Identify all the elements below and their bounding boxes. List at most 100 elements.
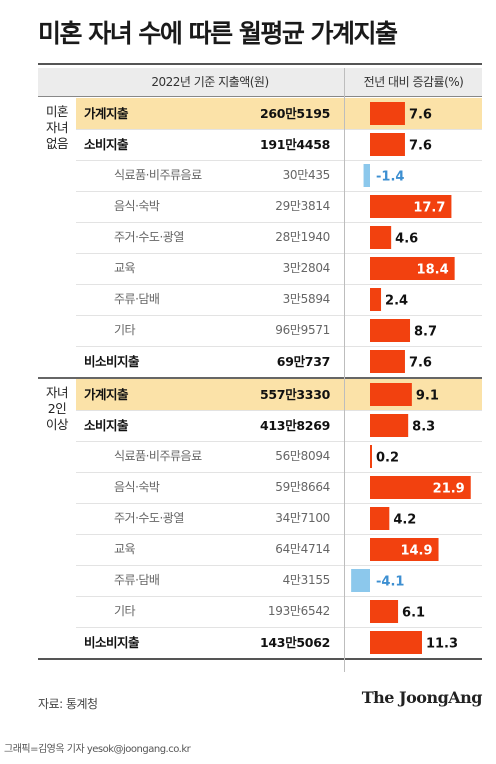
category-label: 주류·담배 bbox=[114, 573, 160, 587]
change-value-label: 6.1 bbox=[402, 606, 425, 621]
amount-value: 28만1940 bbox=[275, 230, 330, 244]
category-label: 교육 bbox=[114, 261, 136, 275]
category-label: 주거·수도·광열 bbox=[114, 511, 184, 525]
change-value-label: 8.3 bbox=[412, 420, 435, 435]
change-value-label: 18.4 bbox=[417, 263, 449, 278]
row-divider bbox=[76, 410, 482, 411]
change-value-label: 4.2 bbox=[393, 513, 416, 528]
change-value-label: 11.3 bbox=[426, 637, 458, 652]
change-bar bbox=[370, 133, 405, 156]
row-highlight bbox=[345, 98, 482, 129]
change-value-label: 2.4 bbox=[385, 294, 408, 309]
change-bar bbox=[370, 414, 409, 437]
table-row: 소비지출 191만4458 bbox=[76, 129, 344, 160]
category-label: 가계지출 bbox=[84, 106, 129, 121]
row-divider bbox=[76, 253, 482, 254]
page-title: 미혼 자녀 수에 따른 월평균 가계지출 bbox=[38, 19, 398, 48]
change-bar bbox=[370, 257, 455, 280]
table-row: 기타 96만9571 bbox=[76, 315, 344, 346]
category-label: 기타 bbox=[114, 323, 136, 337]
change-value-label: 14.9 bbox=[400, 544, 432, 559]
source-note: 자료: 통계청 bbox=[38, 697, 98, 711]
row-divider bbox=[76, 503, 482, 504]
amount-value: 260만5195 bbox=[260, 106, 330, 121]
change-bar bbox=[370, 383, 412, 406]
row-divider bbox=[76, 346, 482, 347]
change-bar bbox=[370, 319, 411, 342]
amount-value: 30만435 bbox=[282, 168, 331, 182]
change-value-label: 7.6 bbox=[409, 356, 432, 371]
group-label: 미혼 자녀 없음 bbox=[45, 104, 69, 151]
top-rule bbox=[38, 63, 482, 65]
change-value-label: 7.6 bbox=[409, 108, 432, 123]
amount-value: 56만8094 bbox=[275, 449, 330, 463]
category-label: 비소비지출 bbox=[84, 354, 140, 369]
change-column-header: 전년 대비 증감률(%) bbox=[345, 68, 482, 96]
amount-value: 64만4714 bbox=[275, 542, 330, 556]
table-row: 주류·담배 3만5894 bbox=[76, 284, 344, 315]
category-label: 주류·담배 bbox=[114, 292, 160, 306]
row-divider bbox=[76, 441, 482, 442]
row-divider bbox=[76, 160, 482, 161]
change-value-label: 0.2 bbox=[376, 451, 399, 466]
row-divider bbox=[76, 222, 482, 223]
row-divider bbox=[76, 315, 482, 316]
publisher-logo: The JoongAng bbox=[361, 688, 483, 707]
category-label: 식료품·비주류음료 bbox=[114, 449, 202, 463]
row-divider bbox=[76, 472, 482, 473]
change-bar bbox=[370, 350, 405, 373]
table-row: 주거·수도·광열 28만1940 bbox=[76, 222, 344, 253]
table-row: 기타 193만6542 bbox=[76, 596, 344, 627]
category-label: 소비지출 bbox=[84, 137, 129, 152]
category-label: 음식·숙박 bbox=[114, 199, 160, 213]
change-bar bbox=[363, 164, 370, 187]
table-row: 음식·숙박 59만8664 bbox=[76, 472, 344, 503]
change-bar bbox=[370, 631, 422, 654]
category-label: 주거·수도·광열 bbox=[114, 230, 184, 244]
change-value-label: 4.6 bbox=[395, 232, 418, 247]
change-value-label: 17.7 bbox=[413, 201, 445, 216]
amount-value: 191만4458 bbox=[260, 137, 330, 152]
row-divider bbox=[76, 284, 482, 285]
table-row: 식료품·비주류음료 30만435 bbox=[76, 160, 344, 191]
table-row: 교육 64만4714 bbox=[76, 534, 344, 565]
bottom-rule bbox=[38, 658, 482, 660]
amount-column-header-label: 2022년 기준 지출액(원) bbox=[151, 75, 269, 89]
change-bar bbox=[370, 476, 471, 499]
group-label: 자녀 2인 이상 bbox=[45, 385, 69, 432]
row-divider bbox=[76, 191, 482, 192]
table-row: 가계지출 260만5195 bbox=[76, 98, 344, 129]
graphic-credit: 그래픽=김영옥 기자 yesok@joongang.co.kr bbox=[4, 744, 191, 755]
row-divider bbox=[76, 129, 482, 130]
row-divider bbox=[76, 534, 482, 535]
table-row: 가계지출 557만3330 bbox=[76, 379, 344, 410]
change-bar bbox=[370, 600, 399, 623]
table-row: 소비지출 413만8269 bbox=[76, 410, 344, 441]
change-bar bbox=[351, 569, 370, 592]
table-row: 주거·수도·광열 34만7100 bbox=[76, 503, 344, 534]
header-divider bbox=[38, 96, 482, 97]
change-value-label: 21.9 bbox=[433, 482, 465, 497]
amount-value: 69만737 bbox=[276, 354, 331, 369]
category-label: 가계지출 bbox=[84, 387, 129, 402]
change-bar bbox=[370, 445, 372, 468]
amount-value: 557만3330 bbox=[260, 387, 330, 402]
amount-value: 413만8269 bbox=[260, 418, 330, 433]
category-label: 비소비지출 bbox=[84, 635, 140, 650]
amount-column-header: 2022년 기준 지출액(원) bbox=[38, 68, 344, 96]
change-bar bbox=[370, 288, 382, 311]
change-bar bbox=[370, 102, 405, 125]
amount-value: 96만9571 bbox=[275, 323, 330, 337]
row-highlight bbox=[345, 379, 482, 410]
column-divider bbox=[344, 68, 345, 672]
group-divider bbox=[38, 377, 482, 379]
change-bar bbox=[370, 226, 392, 249]
row-divider bbox=[76, 596, 482, 597]
amount-value: 3만5894 bbox=[282, 292, 331, 306]
change-value-label: -4.1 bbox=[376, 575, 404, 590]
amount-value: 34만7100 bbox=[275, 511, 330, 525]
table-row: 교육 3만2804 bbox=[76, 253, 344, 284]
amount-value: 143만5062 bbox=[260, 635, 330, 650]
amount-value: 4만3155 bbox=[282, 573, 331, 587]
